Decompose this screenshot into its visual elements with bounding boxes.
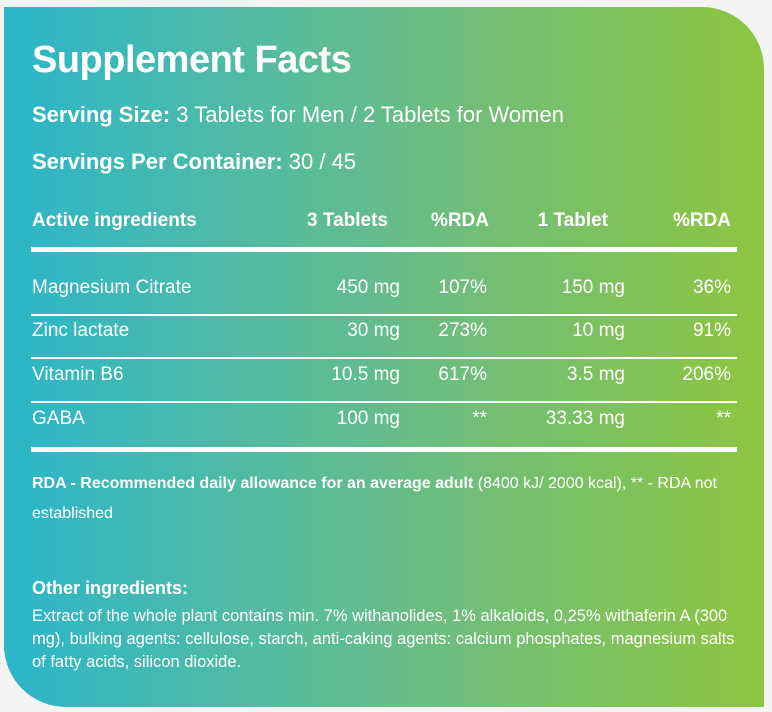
ingredient-name: GABA — [32, 408, 85, 429]
divider — [31, 447, 737, 452]
rda-1-tablet: 36% — [692, 277, 731, 298]
table-row: Magnesium Citrate 450 mg 107% 150 mg 36% — [4, 277, 764, 307]
serving-size-label: Serving Size: — [32, 102, 171, 127]
servings-per-container: Servings Per Container: 30 / 45 — [32, 149, 356, 175]
rda-1-tablet: 91% — [692, 320, 731, 341]
table-row: Zinc lactate 30 mg 273% 10 mg 91% — [4, 320, 764, 350]
table-row: GABA 100 mg ** 33.33 mg ** — [4, 408, 764, 438]
header-3-tablets: 3 Tablets — [307, 210, 388, 231]
panel-title: Supplement Facts — [32, 39, 352, 81]
rda-1-tablet: ** — [716, 408, 731, 429]
amount-3-tablets: 30 mg — [347, 320, 400, 341]
serving-size: Serving Size: 3 Tablets for Men / 2 Tabl… — [32, 102, 564, 128]
servings-label: Servings Per Container: — [32, 149, 283, 174]
rda-3-tablets: 617% — [438, 364, 487, 385]
divider — [31, 314, 737, 316]
rda-note: RDA - Recommended daily allowance for an… — [32, 469, 732, 529]
rda-note-bold: RDA - Recommended daily allowance for an… — [32, 475, 474, 492]
supplement-facts-panel: Supplement Facts Serving Size: 3 Tablets… — [4, 7, 764, 707]
rda-3-tablets: 273% — [438, 320, 487, 341]
rda-note-rest: (8400 kJ/ 2000 kcal), ** - RDA not estab… — [32, 475, 717, 522]
servings-value: 30 / 45 — [288, 149, 357, 174]
other-ingredients-text: Extract of the whole plant contains min.… — [32, 607, 735, 671]
amount-1-tablet: 33.33 mg — [545, 408, 625, 429]
table-row: Vitamin B6 10.5 mg 617% 3.5 mg 206% — [4, 364, 764, 394]
serving-size-value: 3 Tablets for Men / 2 Tablets for Women — [176, 102, 564, 127]
divider — [31, 357, 737, 359]
header-1-tablet: 1 Tablet — [537, 210, 608, 231]
amount-3-tablets: 450 mg — [336, 277, 400, 298]
rda-3-tablets: ** — [472, 408, 487, 429]
amount-3-tablets: 10.5 mg — [331, 364, 400, 385]
other-ingredients-heading: Other ingredients: — [32, 578, 189, 598]
amount-3-tablets: 100 mg — [336, 408, 400, 429]
header-ingredient: Active ingredients — [32, 210, 197, 231]
header-rda-1: %RDA — [672, 210, 731, 231]
ingredient-name: Magnesium Citrate — [32, 277, 192, 298]
rda-1-tablet: 206% — [682, 364, 731, 385]
ingredient-name: Zinc lactate — [32, 320, 130, 341]
divider — [31, 247, 737, 252]
amount-1-tablet: 3.5 mg — [566, 364, 625, 385]
ingredient-name: Vitamin B6 — [32, 364, 124, 385]
amount-1-tablet: 10 mg — [572, 320, 625, 341]
header-rda-3: %RDA — [430, 210, 489, 231]
rda-3-tablets: 107% — [438, 277, 487, 298]
divider — [31, 401, 737, 403]
amount-1-tablet: 150 mg — [561, 277, 625, 298]
